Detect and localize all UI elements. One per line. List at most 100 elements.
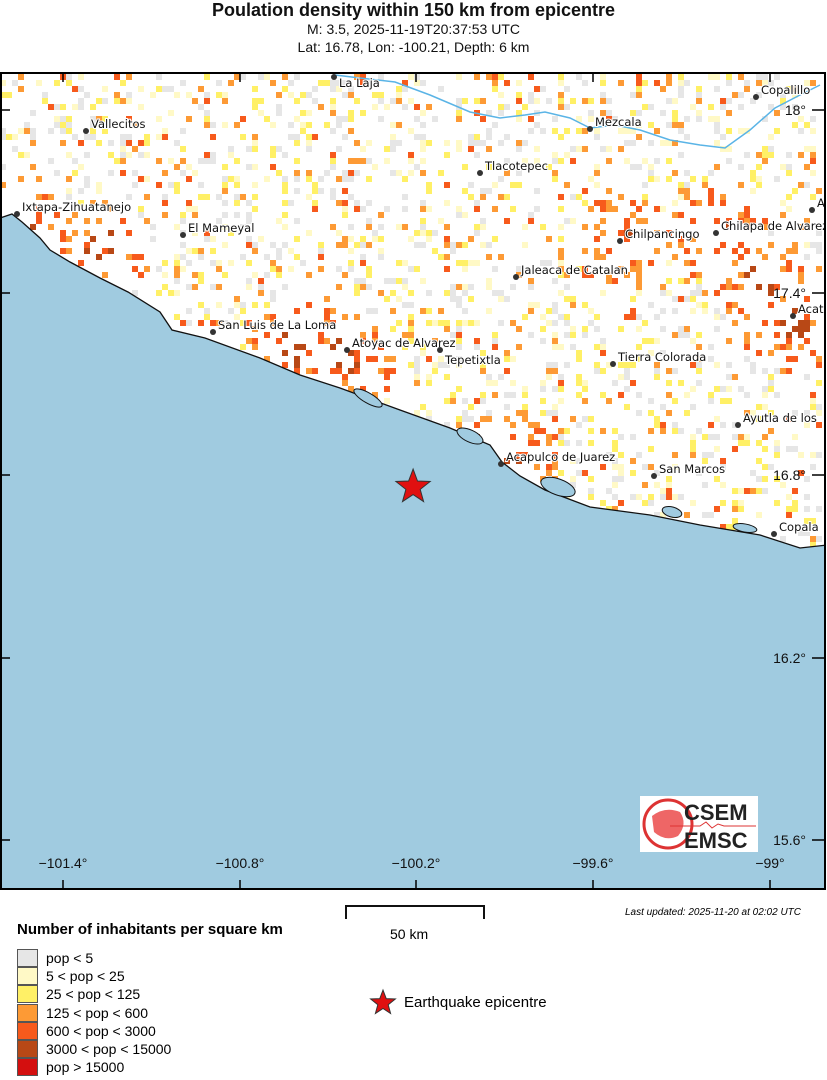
population-cell	[636, 410, 642, 416]
population-cell	[618, 500, 624, 506]
population-cell	[816, 356, 822, 362]
population-cell	[318, 338, 324, 344]
population-cell	[504, 296, 510, 302]
population-cell	[468, 194, 474, 200]
population-cell	[672, 200, 678, 206]
population-cell	[618, 326, 624, 332]
population-cell	[804, 122, 810, 128]
population-cell	[594, 326, 600, 332]
population-cell	[138, 254, 144, 260]
population-cell	[342, 206, 348, 212]
population-cell	[174, 182, 180, 188]
population-cell	[786, 338, 792, 344]
population-cell	[504, 356, 510, 362]
population-cell	[540, 398, 546, 404]
population-cell	[714, 326, 720, 332]
epicentre-star-icon[interactable]	[394, 467, 432, 503]
population-cell	[648, 398, 654, 404]
population-cell	[234, 122, 240, 128]
population-cell	[426, 410, 432, 416]
city-label: Copala	[779, 520, 819, 534]
population-cell	[318, 254, 324, 260]
population-cell	[582, 470, 588, 476]
population-cell	[504, 218, 510, 224]
population-cell	[720, 314, 726, 320]
population-cell	[324, 338, 330, 344]
population-cell	[552, 158, 558, 164]
population-cell	[696, 428, 702, 434]
population-cell	[444, 326, 450, 332]
population-cell	[444, 362, 450, 368]
population-cell	[744, 314, 750, 320]
population-cell	[180, 320, 186, 326]
population-cell	[552, 152, 558, 158]
population-cell	[300, 344, 306, 350]
city-marker	[753, 94, 759, 100]
population-cell	[432, 362, 438, 368]
population-cell	[252, 248, 258, 254]
population-cell	[582, 326, 588, 332]
population-cell	[720, 482, 726, 488]
population-cell	[684, 194, 690, 200]
population-cell	[738, 182, 744, 188]
population-cell	[636, 74, 642, 80]
population-cell	[780, 296, 786, 302]
population-cell	[420, 404, 426, 410]
population-cell	[618, 434, 624, 440]
population-cell	[420, 242, 426, 248]
population-cell	[324, 122, 330, 128]
population-cell	[636, 356, 642, 362]
population-cell	[684, 80, 690, 86]
population-cell	[342, 188, 348, 194]
population-cell	[774, 74, 780, 80]
population-cell	[636, 278, 642, 284]
population-cell	[468, 416, 474, 422]
population-cell	[288, 248, 294, 254]
population-cell	[408, 266, 414, 272]
population-cell	[606, 278, 612, 284]
population-cell	[678, 80, 684, 86]
population-cell	[414, 242, 420, 248]
population-cell	[648, 464, 654, 470]
population-cell	[198, 278, 204, 284]
population-cell	[18, 74, 24, 80]
population-cell	[408, 236, 414, 242]
population-cell	[654, 176, 660, 182]
population-cell	[222, 182, 228, 188]
population-cell	[714, 116, 720, 122]
population-cell	[636, 134, 642, 140]
population-cell	[228, 230, 234, 236]
population-cell	[330, 188, 336, 194]
population-cell	[564, 128, 570, 134]
population-cell	[330, 128, 336, 134]
population-cell	[396, 140, 402, 146]
population-cell	[54, 116, 60, 122]
population-cell	[486, 416, 492, 422]
population-cell	[810, 80, 816, 86]
population-cell	[564, 152, 570, 158]
population-cell	[702, 482, 708, 488]
population-cell	[816, 404, 822, 410]
population-cell	[756, 164, 762, 170]
population-cell	[468, 146, 474, 152]
population-cell	[642, 200, 648, 206]
population-cell	[678, 188, 684, 194]
population-cell	[456, 242, 462, 248]
population-cell	[762, 488, 768, 494]
population-cell	[642, 500, 648, 506]
population-cell	[780, 254, 786, 260]
population-cell	[330, 152, 336, 158]
population-cell	[582, 266, 588, 272]
population-cell	[486, 146, 492, 152]
population-cell	[714, 308, 720, 314]
population-cell	[342, 380, 348, 386]
population-cell	[294, 98, 300, 104]
population-cells	[1, 74, 822, 548]
population-cell	[348, 86, 354, 92]
population-cell	[606, 362, 612, 368]
population-cell	[204, 110, 210, 116]
population-cell	[426, 320, 432, 326]
population-cell	[156, 74, 162, 80]
population-cell	[456, 362, 462, 368]
